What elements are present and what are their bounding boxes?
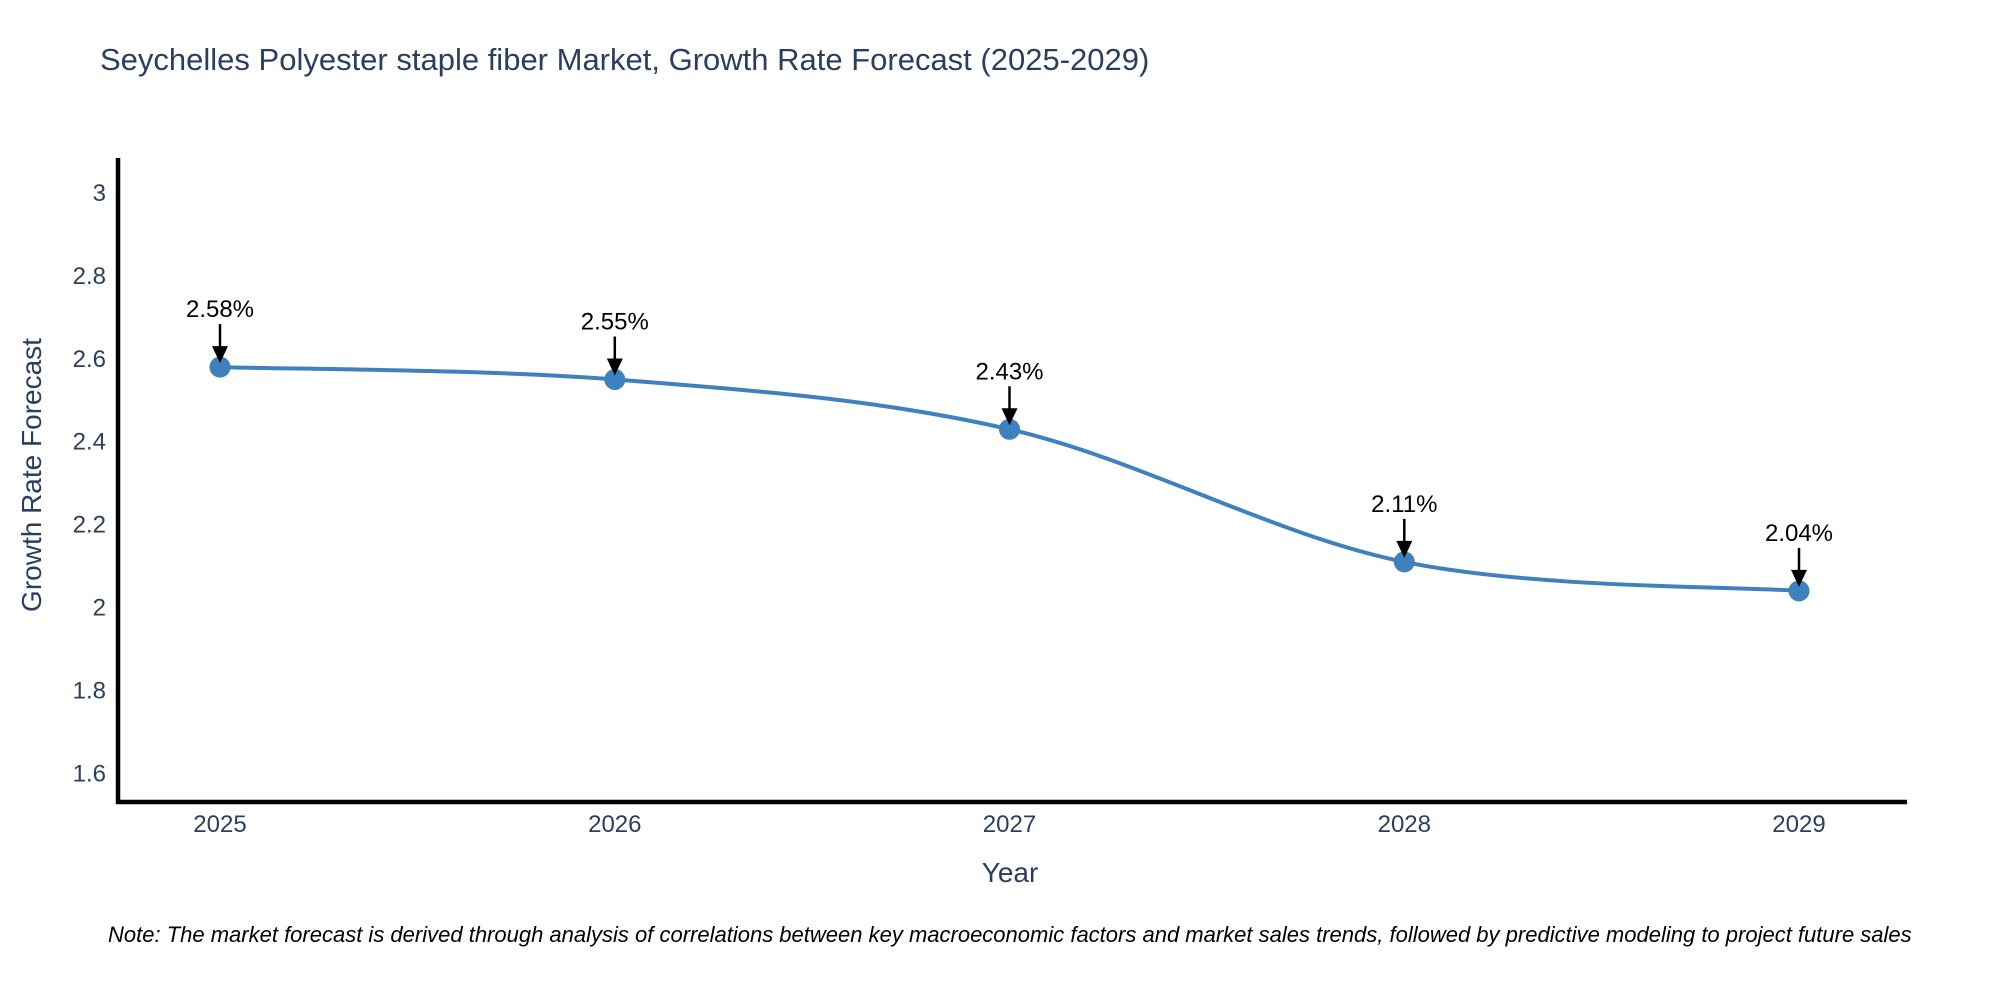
- chart-title: Seychelles Polyester staple fiber Market…: [100, 42, 1150, 77]
- data-point-2026[interactable]: [604, 369, 626, 390]
- footnote: Note: The market forecast is derived thr…: [108, 922, 1912, 947]
- point-value-label: 2.55%: [581, 309, 649, 336]
- y-tick-label: 2.2: [73, 512, 106, 539]
- annotation-arrowhead-icon: [1001, 408, 1018, 426]
- point-value-label: 2.04%: [1765, 520, 1833, 547]
- annotation-arrowhead-icon: [1791, 569, 1807, 587]
- annotation-arrowhead-icon: [606, 358, 623, 376]
- x-tick-label: 2026: [588, 811, 641, 838]
- y-tick-label: 2.4: [73, 429, 106, 456]
- data-point-2028[interactable]: [1393, 551, 1415, 573]
- y-tick-label: 1.6: [73, 760, 106, 787]
- x-tick-label: 2025: [193, 811, 246, 838]
- point-value-label: 2.58%: [186, 296, 254, 323]
- data-point-2027[interactable]: [999, 418, 1020, 440]
- y-tick-label: 3: [93, 180, 106, 207]
- y-tick-label: 1.8: [73, 677, 106, 704]
- x-tick-label: 2027: [983, 811, 1036, 838]
- data-point-2029[interactable]: [1788, 580, 1810, 602]
- point-value-label: 2.11%: [1371, 491, 1437, 518]
- x-tick-label: 2029: [1772, 811, 1825, 838]
- annotation-arrowhead-icon: [212, 346, 228, 364]
- data-point-2025[interactable]: [209, 356, 231, 378]
- x-tick-label: 2028: [1378, 811, 1431, 838]
- y-tick-label: 2: [93, 595, 106, 622]
- annotation-arrowhead-icon: [1396, 540, 1413, 558]
- x-axis-title: Year: [981, 857, 1039, 888]
- y-tick-label: 2.6: [73, 346, 106, 373]
- y-tick-label: 2.8: [73, 263, 106, 290]
- point-value-label: 2.43%: [975, 358, 1043, 385]
